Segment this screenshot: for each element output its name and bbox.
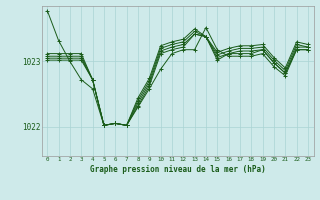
X-axis label: Graphe pression niveau de la mer (hPa): Graphe pression niveau de la mer (hPa) xyxy=(90,165,266,174)
